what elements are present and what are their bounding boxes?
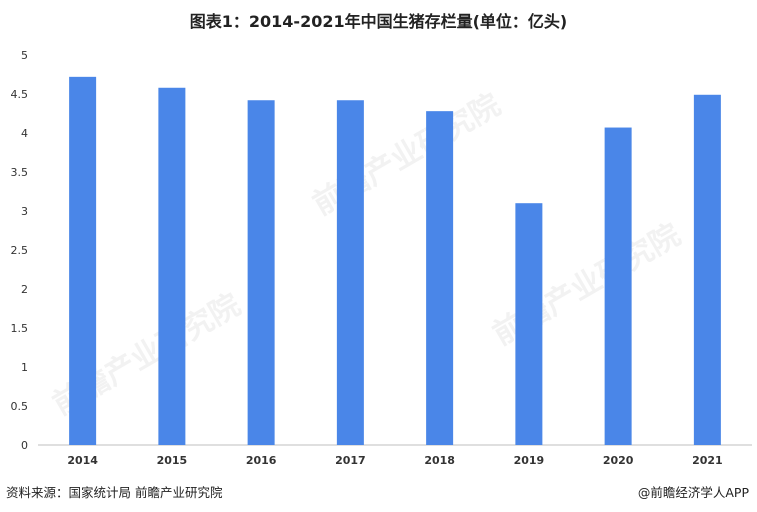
x-tick-label: 2017	[335, 454, 366, 467]
y-tick-label: 5	[21, 49, 28, 62]
bar	[515, 203, 543, 445]
bar	[158, 87, 186, 445]
x-tick-label: 2018	[424, 454, 455, 467]
y-tick-label: 1	[21, 361, 28, 374]
y-tick-label: 3.5	[11, 166, 29, 179]
bar	[693, 94, 721, 445]
y-tick-label: 4	[21, 127, 28, 140]
x-tick-label: 2015	[157, 454, 188, 467]
y-tick-label: 4.5	[11, 88, 29, 101]
y-tick-label: 2	[21, 283, 28, 296]
y-tick-label: 1.5	[11, 322, 29, 335]
source-note: 资料来源：国家统计局 前瞻产业研究院	[6, 485, 223, 500]
bar	[426, 111, 454, 445]
bar	[604, 127, 632, 445]
x-tick-label: 2014	[67, 454, 98, 467]
x-tick-label: 2021	[692, 454, 723, 467]
x-tick-label: 2016	[246, 454, 277, 467]
y-tick-label: 0	[21, 439, 28, 452]
y-tick-label: 3	[21, 205, 28, 218]
bar	[247, 100, 275, 446]
bar	[336, 100, 364, 446]
y-tick-label: 2.5	[11, 244, 29, 257]
x-tick-label: 2019	[514, 454, 545, 467]
y-tick-label: 0.5	[11, 400, 29, 413]
bar	[69, 76, 97, 445]
chart-title: 图表1：2014-2021年中国生猪存栏量(单位：亿头)	[189, 12, 568, 31]
brand-credit: @前瞻经济学人APP	[637, 485, 749, 500]
x-tick-label: 2020	[603, 454, 634, 467]
